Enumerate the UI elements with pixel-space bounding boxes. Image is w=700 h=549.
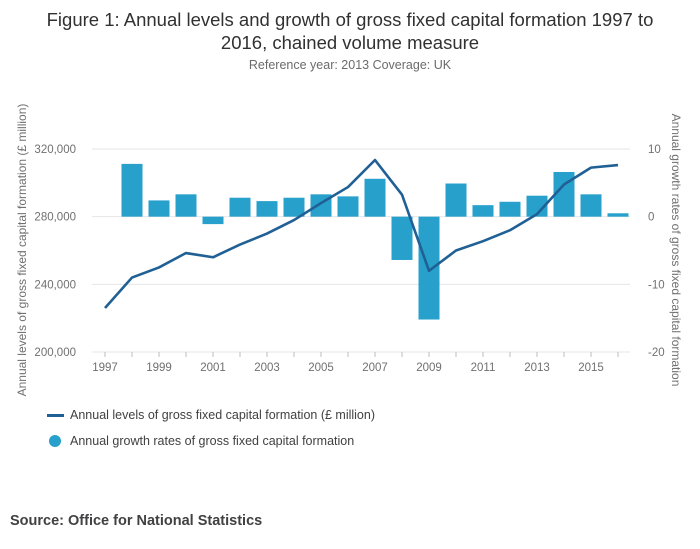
y-axis-right-label: Annual growth rates of gross fixed capit… — [669, 114, 683, 387]
chart-title-line2: 2016, chained volume measure — [220, 32, 480, 53]
bar-2003 — [256, 201, 278, 217]
x-tick-label: 2015 — [578, 362, 604, 374]
bar-1999 — [148, 200, 170, 217]
y-left-tick-label: 280,000 — [34, 212, 76, 224]
bar-2008 — [391, 216, 413, 260]
y-right-tick-label: -10 — [648, 279, 665, 291]
chart-title: Figure 1: Annual levels and growth of gr… — [0, 8, 700, 54]
y-left-tick-label: 320,000 — [34, 144, 76, 156]
bar-2013 — [526, 195, 548, 217]
bar-2004 — [283, 197, 305, 217]
gridlines — [92, 148, 630, 353]
source-note: Source: Office for National Statistics — [10, 513, 263, 529]
x-tick-label: 2009 — [416, 362, 442, 374]
legend-item-levels[interactable]: Annual levels of gross fixed capital for… — [47, 408, 375, 422]
y-right-tick-label: -20 — [648, 347, 665, 359]
y-axis-left-label: Annual levels of gross fixed capital for… — [15, 104, 29, 397]
y-left-tick-label: 240,000 — [34, 279, 76, 291]
levels-line-group — [104, 158, 619, 309]
levels-line — [104, 158, 619, 309]
legend-item-growth[interactable]: Annual growth rates of gross fixed capit… — [47, 434, 354, 448]
x-tick-label: 2005 — [308, 362, 334, 374]
y-left-tick-label: 200,000 — [34, 347, 76, 359]
x-axis: 1997 1999 2001 2003 2005 2007 2009 2011 2013 2015 — [92, 352, 619, 374]
legend-label-levels: Annual levels of gross fixed capital for… — [70, 408, 375, 422]
x-tick-label: 1999 — [146, 362, 172, 374]
bar-1998 — [121, 163, 143, 217]
bar-2014 — [553, 172, 575, 217]
y-axis-right: -20 -10 0 10 — [648, 144, 665, 359]
legend-dot-swatch — [49, 435, 61, 447]
bar-2007 — [364, 178, 386, 217]
growth-bars — [121, 163, 629, 320]
bar-2010 — [445, 183, 467, 217]
bar-2016 — [607, 213, 629, 217]
chart-subtitle: Reference year: 2013 Coverage: UK — [248, 58, 452, 72]
bar-2006 — [337, 196, 359, 217]
x-tick-label: 2003 — [254, 362, 280, 374]
bar-2002 — [229, 197, 251, 217]
legend-label-growth: Annual growth rates of gross fixed capit… — [70, 434, 355, 448]
y-right-tick-label: 10 — [648, 144, 661, 156]
chart-title-line1: Figure 1: Annual levels and growth of gr… — [46, 9, 654, 30]
y-right-tick-label: 0 — [648, 212, 654, 224]
bar-2011 — [472, 205, 494, 217]
y-axis-left: 200,000 240,000 280,000 320,000 — [34, 144, 76, 359]
x-tick-label: 2011 — [471, 362, 496, 374]
x-tick-label: 2013 — [524, 362, 550, 374]
x-tick-label: 2007 — [362, 362, 388, 374]
bar-2015 — [580, 194, 602, 217]
bar-2012 — [499, 201, 521, 217]
bar-2001 — [202, 216, 224, 225]
bar-2000 — [175, 194, 197, 217]
legend-line-swatch — [47, 413, 64, 417]
x-tick-label: 2001 — [200, 362, 226, 374]
x-tick-label: 1997 — [92, 362, 118, 374]
